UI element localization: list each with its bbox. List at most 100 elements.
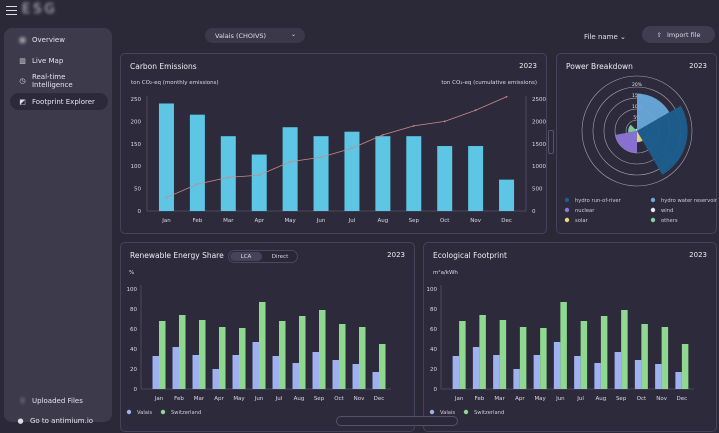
sidebar-item-label: Footprint Explorer (32, 97, 95, 106)
slice-nuclear (615, 131, 637, 153)
bar-valais (352, 364, 359, 389)
y-tick-label: 200 (131, 119, 142, 125)
y-tick-label: 100 (131, 164, 142, 170)
cumulative-point (196, 183, 199, 186)
toggle-lca[interactable]: LCA (230, 252, 262, 261)
x-tick-label: Feb (475, 396, 485, 402)
y-tick-label: 80 (130, 307, 137, 313)
sidebar-item-realtime-intelligence[interactable]: ◷ Real-time Intelligence (10, 72, 108, 89)
bar-switzerland (159, 321, 166, 389)
legend-label: Valais (137, 410, 152, 416)
carbon-emissions-card: Carbon Emissions 2023 ton CO₂-eq (monthl… (120, 53, 547, 234)
bar-switzerland (339, 324, 346, 389)
legend-label: Switzerland (474, 410, 504, 416)
sidebar-item-overview[interactable]: ▦ Overview (10, 31, 108, 48)
bar-switzerland (359, 327, 366, 389)
radial-gridline (581, 75, 693, 187)
y-tick-label: 50 (134, 187, 141, 193)
y-tick-label: 0 (134, 387, 138, 393)
cumulative-emissions-line (166, 96, 507, 198)
legend-marker (564, 217, 570, 223)
menu-icon[interactable] (6, 6, 17, 15)
bar-valais (312, 352, 319, 389)
x-tick-label: Feb (193, 218, 203, 224)
x-tick-label: Aug (294, 396, 305, 402)
bar-valais (372, 372, 379, 389)
bottom-pill-button[interactable] (336, 416, 458, 426)
bar-switzerland (661, 327, 669, 389)
toggle-direct[interactable]: Direct (271, 253, 289, 260)
bar-switzerland (519, 327, 527, 389)
y2-tick-label: 2000 (532, 119, 546, 125)
region-select-value: Valais (CHOIVS) (215, 31, 267, 40)
scrollbar[interactable] (548, 130, 554, 154)
card-title: Carbon Emissions (130, 62, 197, 71)
bar-monthly-emissions (406, 136, 422, 211)
app-logo: ESG (22, 2, 58, 17)
slice-hydro-run-of-river (637, 105, 688, 175)
bar-valais (232, 355, 239, 389)
legend-marker (650, 197, 656, 203)
x-tick-label: Oct (440, 218, 450, 224)
sidebar-item-uploaded-files[interactable]: ⇪ Uploaded Files (10, 392, 108, 409)
bar-valais (553, 342, 561, 389)
sidebar-item-external-link[interactable]: ● Go to antimium.io (10, 412, 108, 429)
cumulative-point (351, 147, 353, 150)
bar-valais (172, 347, 179, 389)
x-tick-label: Sep (314, 396, 325, 402)
sidebar-item-live-map[interactable]: ▥ Live Map (10, 52, 108, 69)
x-tick-label: Jun (316, 218, 326, 224)
y-tick-label: 20 (430, 367, 437, 373)
x-tick-label: Aug (596, 396, 607, 402)
legend-marker (564, 197, 570, 203)
x-tick-label: Jun (555, 396, 565, 402)
x-tick-label: Dec (374, 396, 385, 402)
sidebar-item-label: Overview (32, 35, 65, 44)
legend-marker (564, 207, 570, 213)
cumulative-point (227, 176, 230, 179)
legend-marker (126, 409, 132, 415)
legend-marker (650, 217, 656, 223)
bar-valais (675, 372, 682, 389)
y-tick-label: 60 (130, 327, 137, 333)
slice-others (628, 124, 637, 133)
x-tick-label: Jan (161, 218, 171, 224)
card-year: 2023 (519, 62, 537, 70)
bar-switzerland (259, 302, 266, 389)
x-tick-label: Jan (154, 396, 164, 402)
left-axis-unit: ton CO₂-eq (monthly emissions) (131, 80, 219, 86)
sidebar-item-label: Go to antimium.io (30, 416, 94, 425)
axis-unit: m²a/kWh (433, 270, 458, 276)
x-tick-label: Oct (334, 396, 344, 402)
bar-valais (452, 356, 460, 389)
card-title: Ecological Footprint (433, 251, 507, 260)
y-tick-label: 150 (131, 142, 142, 148)
bar-switzerland (600, 316, 608, 389)
cumulative-point (289, 160, 292, 163)
x-tick-label: Apr (214, 396, 224, 402)
external-link-icon: ● (17, 416, 24, 425)
clock-icon: ◷ (19, 76, 26, 85)
y-tick-label: 40 (130, 347, 137, 353)
region-select[interactable]: Valais (CHOIVS) ⌄ (205, 28, 305, 43)
import-file-button[interactable]: ⇧ Import file (642, 26, 715, 43)
x-tick-label: Mar (194, 396, 205, 402)
legend-marker (160, 409, 166, 415)
x-tick-label: Nov (470, 218, 481, 224)
import-file-label: Import file (666, 30, 701, 39)
bar-switzerland (560, 302, 567, 389)
file-name-select[interactable]: File name ⌄ (584, 33, 626, 41)
bar-switzerland (279, 321, 286, 389)
y-tick-label: 60 (430, 327, 437, 333)
slice-hydro-water-reservoir (637, 93, 670, 131)
bar-valais (472, 347, 480, 389)
bar-monthly-emissions (344, 131, 360, 211)
bar-switzerland (459, 321, 466, 389)
bar-switzerland (199, 320, 206, 389)
sidebar-item-footprint-explorer[interactable]: ◩ Footprint Explorer (10, 93, 108, 110)
bar-monthly-emissions (313, 136, 329, 211)
bar-monthly-emissions (499, 179, 515, 211)
ecological-footprint-card: Ecological Footprint 2023 m²a/kWh 0 20 40 6… (423, 242, 717, 432)
slice-wind (635, 128, 637, 131)
cumulative-point (165, 196, 168, 199)
